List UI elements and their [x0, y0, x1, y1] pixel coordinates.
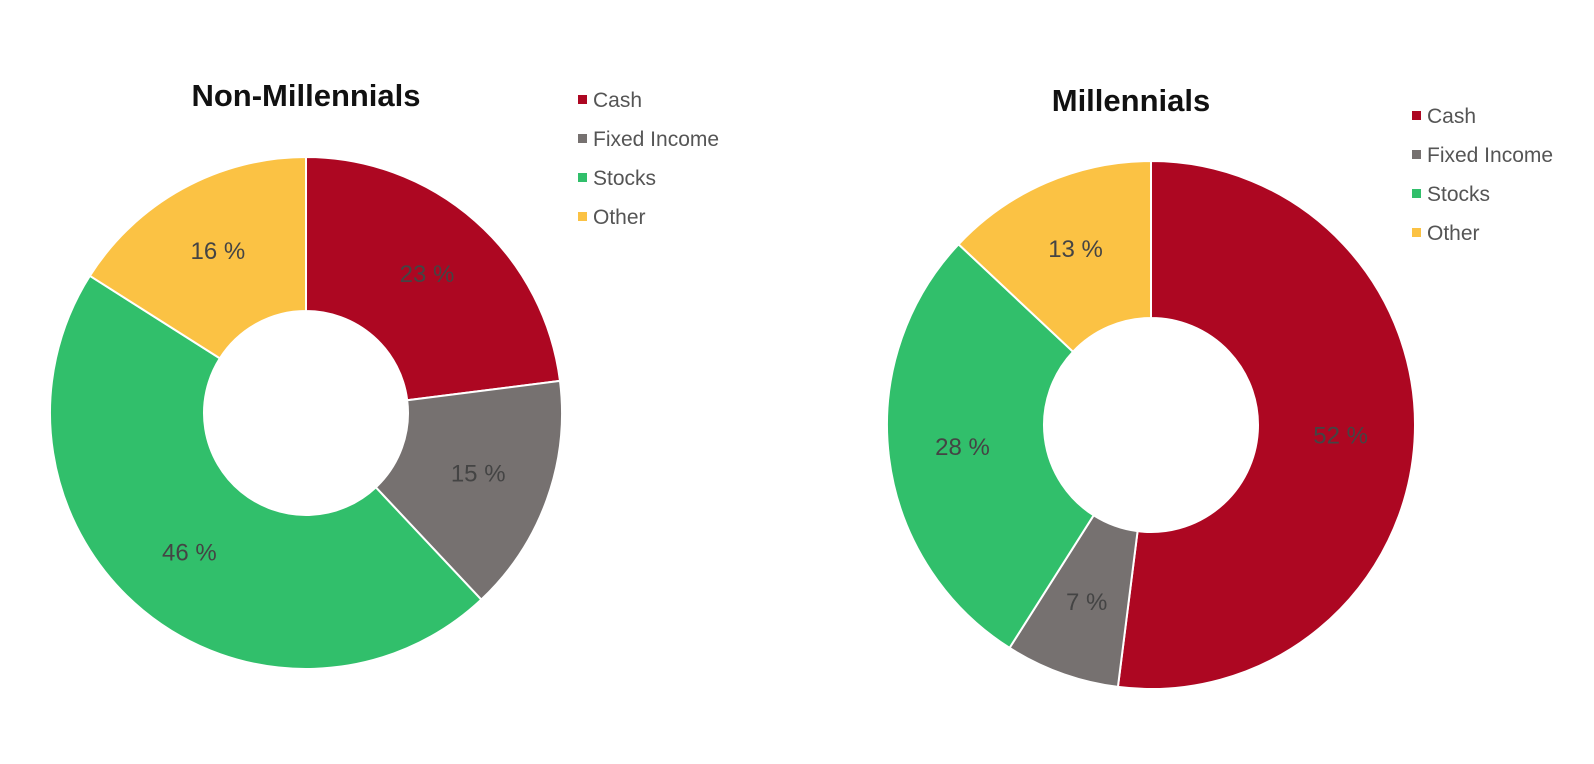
legend-label-fixed-income: Fixed Income [1427, 144, 1553, 167]
slice-labels: 23 % 15 % 46 % 16 % [162, 238, 506, 566]
donut-slices [49, 155, 563, 670]
legend-item-cash[interactable]: Cash [1412, 105, 1476, 128]
slice-label-fixed-income: 7 % [1066, 589, 1107, 616]
slice-label-cash: 52 % [1313, 422, 1368, 449]
slice-other[interactable] [957, 159, 1152, 354]
legend-swatch-cash [578, 95, 587, 104]
legend-item-stocks[interactable]: Stocks [578, 167, 656, 190]
slice-label-stocks: 46 % [162, 539, 217, 566]
slice-label-other: 13 % [1048, 236, 1103, 263]
chart-non-millennials: Non-Millennials 23 % 15 % 46 % 16 % Cash Fi… [49, 78, 719, 670]
legend-label-cash: Cash [1427, 105, 1476, 128]
slice-fixed-income[interactable] [374, 379, 563, 602]
legend-swatch-cash [1412, 111, 1421, 120]
legend-swatch-other [578, 212, 587, 221]
legend-swatch-other [1412, 228, 1421, 237]
legend-swatch-fixed-income [578, 134, 587, 143]
legend-label-fixed-income: Fixed Income [593, 128, 719, 151]
slice-label-other: 16 % [190, 238, 245, 265]
slice-stocks[interactable] [49, 274, 483, 670]
chart-title: Non-Millennials [191, 78, 420, 113]
slice-label-fixed-income: 15 % [451, 460, 506, 487]
legend-swatch-stocks [1412, 189, 1421, 198]
legend-item-fixed-income[interactable]: Fixed Income [1412, 144, 1553, 167]
legend: Cash Fixed Income Stocks Other [578, 89, 719, 229]
donut-slices [885, 159, 1416, 690]
legend-item-other[interactable]: Other [578, 206, 646, 229]
legend: Cash Fixed Income Stocks Other [1412, 105, 1553, 245]
legend-label-other: Other [1427, 222, 1480, 245]
legend-item-other[interactable]: Other [1412, 222, 1480, 245]
slice-cash[interactable] [305, 155, 562, 402]
legend-swatch-stocks [578, 173, 587, 182]
chart-millennials: Millennials 52 % 7 % 28 % 13 % Cash Fixed I… [885, 83, 1553, 690]
slice-other[interactable] [88, 155, 307, 360]
legend-item-cash[interactable]: Cash [578, 89, 642, 112]
slice-stocks[interactable] [885, 242, 1096, 650]
chart-title: Millennials [1052, 83, 1210, 118]
legend-label-stocks: Stocks [1427, 183, 1490, 206]
legend-label-other: Other [593, 206, 646, 229]
slice-label-cash: 23 % [400, 261, 455, 288]
legend-item-fixed-income[interactable]: Fixed Income [578, 128, 719, 151]
slice-label-stocks: 28 % [935, 434, 990, 461]
slice-cash[interactable] [1116, 159, 1416, 690]
legend-swatch-fixed-income [1412, 150, 1421, 159]
legend-label-stocks: Stocks [593, 167, 656, 190]
legend-item-stocks[interactable]: Stocks [1412, 183, 1490, 206]
legend-label-cash: Cash [593, 89, 642, 112]
slice-labels: 52 % 7 % 28 % 13 % [935, 236, 1368, 616]
